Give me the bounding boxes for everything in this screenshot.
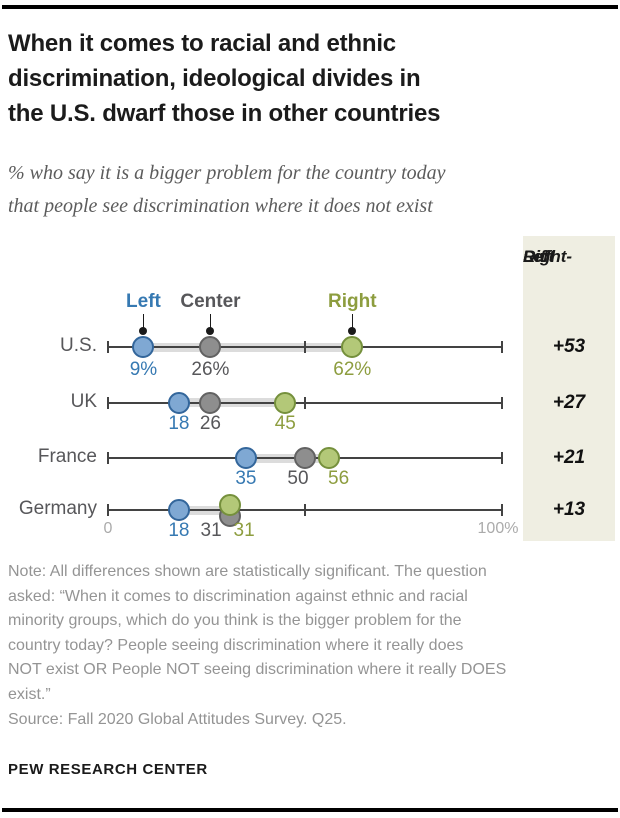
source-text: Source: Fall 2020 Global Attitudes Surve…	[8, 711, 347, 728]
country-label: UK	[70, 390, 97, 412]
dot-center	[294, 447, 316, 469]
axis-tick	[304, 504, 306, 516]
leader-dot	[206, 327, 215, 335]
dot-right	[341, 336, 364, 358]
leader-line	[351, 314, 354, 331]
dot-left	[167, 499, 190, 521]
dot-left	[132, 336, 155, 358]
text-line: asked: “When it comes to discrimination …	[8, 587, 468, 605]
diff-header-line: Left	[523, 247, 555, 266]
value-label-left: 18	[168, 413, 190, 434]
brand-footer: PEW RESEARCH CENTER	[8, 761, 208, 778]
diff-value: +53	[552, 336, 586, 357]
text-line: NOT exist OR People NOT seeing discrimin…	[8, 661, 507, 678]
dot-right	[274, 391, 297, 414]
country-label: Germany	[18, 498, 97, 519]
diff-header-line: Right-	[523, 247, 573, 266]
text-line: the U.S. dwarf those in other countries	[8, 100, 441, 127]
axis-tick	[107, 396, 109, 409]
axis-tick	[501, 504, 503, 516]
axis-tick	[107, 341, 109, 353]
value-label-right: 31	[233, 520, 255, 541]
text-line: Note: All differences shown are statisti…	[8, 563, 487, 580]
dot-right	[219, 494, 242, 516]
legend-label-right: Right	[327, 291, 377, 312]
value-label-right: 62%	[333, 359, 372, 380]
legend-label-center: Center	[180, 291, 241, 312]
bottom-rule	[2, 808, 618, 812]
value-label-left: 35	[235, 468, 257, 489]
value-label-center: 31	[200, 520, 222, 541]
value-label-center: 26	[199, 413, 221, 434]
axis-tick	[304, 396, 306, 409]
text-line: When it comes to racial and ethnic	[8, 30, 396, 57]
axis-tick	[107, 504, 109, 516]
axis-max-label: 100%	[477, 520, 519, 537]
axis-tick	[107, 452, 109, 464]
dot-center	[199, 336, 222, 358]
text-line: discrimination, ideological divides in	[8, 65, 421, 92]
value-label-right: 56	[328, 468, 350, 489]
diff-panel	[523, 236, 615, 541]
leader-line	[142, 314, 145, 331]
text-line: country today? People seeing discriminat…	[8, 636, 464, 654]
chart-title: When it comes to racial and ethnic discri…	[8, 26, 440, 131]
top-rule	[2, 5, 618, 9]
text-line: minority groups, which do you think is t…	[8, 612, 462, 629]
dot-plot-chart: Right- Left Diff U.S. 9% 26% 62% +53 UK 18 26 45 +27…	[0, 236, 620, 541]
diff-header-line: Diff	[523, 247, 552, 266]
axis-min-label: 0	[103, 520, 113, 537]
value-label-right: 45	[274, 413, 296, 434]
diff-value: +27	[552, 391, 586, 413]
text-line: % who say it is a bigger problem for the…	[8, 162, 446, 184]
leader-line	[209, 314, 212, 331]
value-label-center: 50	[287, 468, 309, 489]
note-text: Note: All differences shown are statisti…	[8, 560, 506, 707]
value-label-center: 26%	[191, 359, 230, 380]
text-line: that people see discrimination where it …	[8, 195, 433, 217]
leader-dot	[348, 327, 357, 335]
dot-center	[199, 391, 222, 414]
axis-tick	[501, 396, 503, 409]
chart-subtitle: % who say it is a bigger problem for the…	[8, 157, 446, 223]
country-label: U.S.	[60, 335, 97, 356]
legend-label-left: Left	[126, 291, 161, 312]
value-label-left: 18	[168, 520, 190, 541]
diff-value: +21	[552, 447, 586, 468]
dot-right	[317, 447, 340, 469]
axis-tick	[304, 341, 306, 353]
diff-value: +13	[552, 499, 586, 520]
axis-tick	[501, 341, 503, 353]
dot-left	[167, 391, 190, 414]
leader-dot	[139, 327, 148, 335]
axis-tick	[501, 452, 503, 464]
dot-left	[234, 447, 257, 469]
text-line: exist.”	[8, 685, 51, 703]
value-label-left: 9%	[129, 359, 158, 380]
country-label: France	[37, 446, 97, 467]
